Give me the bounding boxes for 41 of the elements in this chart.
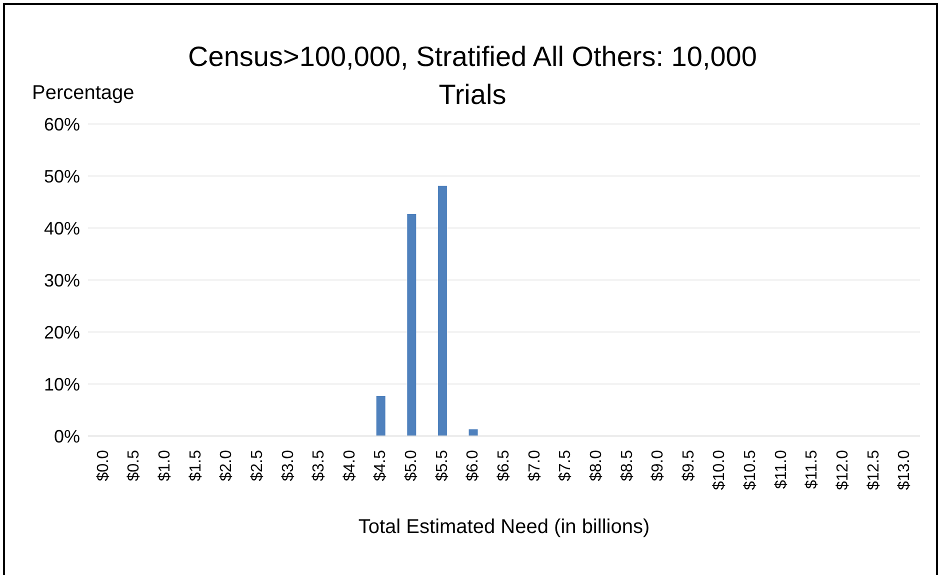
x-tick-label: $11.5 [804, 450, 821, 489]
y-tick-label: 20% [44, 322, 80, 342]
y-tick-label: 60% [44, 114, 80, 134]
bar [407, 214, 416, 436]
x-tick-label: $4.5 [372, 450, 390, 482]
x-tick-label: $12.5 [865, 450, 882, 490]
y-tick-label: 30% [44, 270, 80, 290]
x-tick-label: $6.0 [464, 450, 482, 482]
x-tick-label: $9.0 [650, 450, 667, 482]
x-axis-title: Total Estimated Need (in billions) [357, 516, 651, 539]
x-tick-label: $7.5 [557, 450, 574, 482]
chart-title: Census>100,000, Stratified All Others: 10,000 Trials [187, 40, 758, 112]
x-tick-label: $3.5 [310, 450, 328, 482]
x-tick-label: $10.0 [711, 450, 728, 490]
x-tick-label: $7.0 [526, 450, 544, 482]
x-tick-label: $5.5 [434, 450, 451, 482]
x-tick-label: $0.0 [94, 450, 112, 482]
bar [438, 186, 447, 436]
bar [376, 396, 386, 436]
x-tick-label: $0.5 [126, 450, 143, 482]
y-tick-label: 40% [44, 218, 80, 238]
x-tick-label: $2.5 [248, 450, 266, 482]
x-tick-label: $3.0 [280, 450, 297, 482]
y-tick-label: 0% [54, 426, 80, 446]
x-tick-label: $10.5 [742, 450, 760, 490]
y-tick-label: 50% [44, 166, 80, 186]
y-tick-label: 10% [44, 374, 80, 394]
x-tick-label: $11.0 [772, 450, 790, 489]
x-tick-label: $12.0 [834, 450, 852, 490]
x-tick-label: $8.0 [588, 450, 605, 482]
bar [468, 429, 478, 436]
x-tick-label: $1.0 [156, 450, 174, 482]
x-tick-label: $5.0 [403, 450, 420, 482]
y-axis-title: Percentage [32, 82, 134, 105]
x-tick-label: $9.5 [680, 450, 698, 482]
x-tick-label: $8.5 [618, 450, 636, 482]
x-tick-label: $13.0 [896, 450, 914, 490]
x-tick-label: $6.5 [496, 450, 512, 482]
x-tick-label: $4.0 [341, 450, 358, 482]
x-tick-label: $2.0 [218, 450, 236, 482]
x-tick-label: $1.5 [187, 450, 204, 482]
